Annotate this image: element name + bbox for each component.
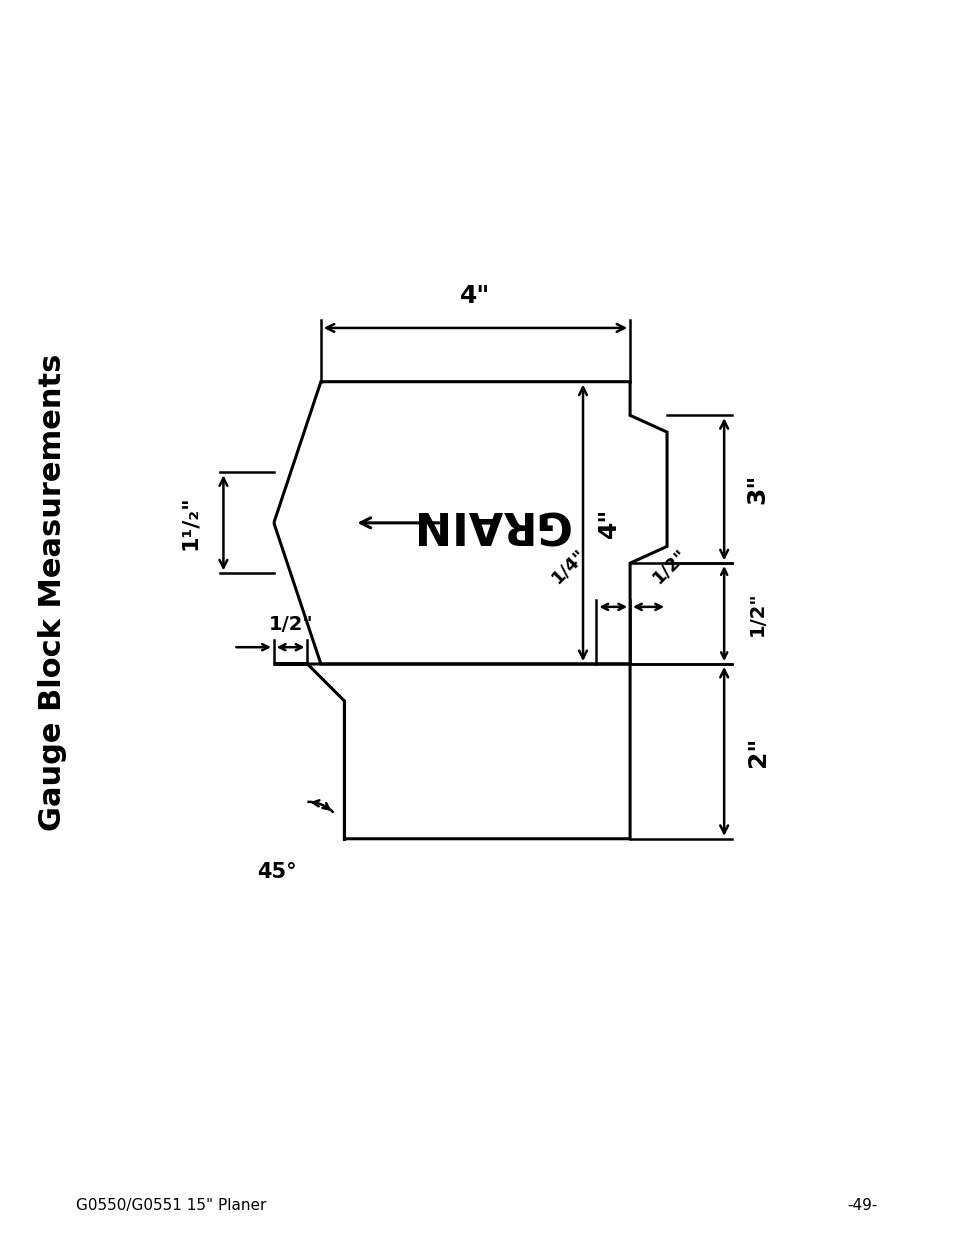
Text: 3": 3"	[745, 474, 769, 504]
Text: 1/2": 1/2"	[648, 545, 690, 587]
Text: GRAIN: GRAIN	[409, 501, 568, 545]
Text: 1/2": 1/2"	[268, 615, 313, 634]
Text: 1/2": 1/2"	[747, 592, 766, 636]
Text: 45°: 45°	[257, 862, 296, 882]
Text: 2": 2"	[745, 736, 769, 767]
Text: Gauge Block Measurements: Gauge Block Measurements	[38, 354, 67, 831]
Text: G0550/G0551 15" Planer: G0550/G0551 15" Planer	[76, 1198, 267, 1213]
Text: 1¹/₂": 1¹/₂"	[179, 495, 199, 551]
Text: 4": 4"	[459, 284, 490, 308]
Text: -49-: -49-	[846, 1198, 877, 1213]
Text: 1/4": 1/4"	[547, 545, 589, 587]
Text: 4": 4"	[596, 508, 619, 538]
